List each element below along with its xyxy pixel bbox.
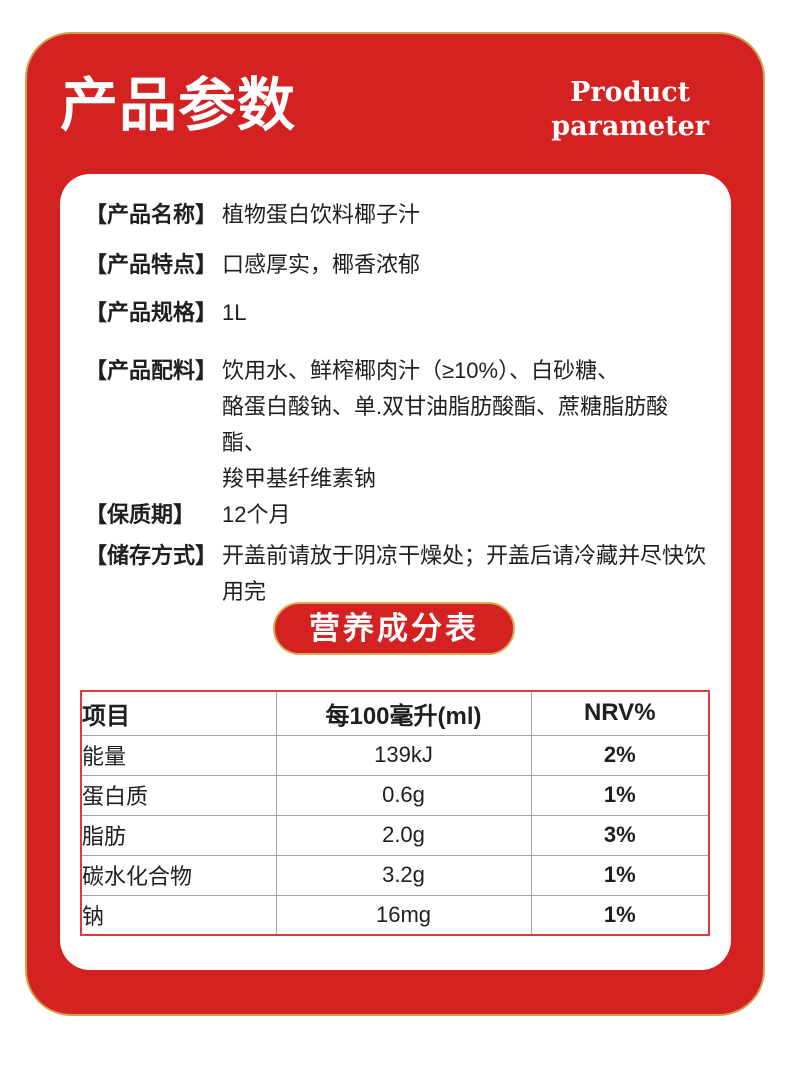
section-title-en: Product parameter — [551, 77, 709, 142]
spec-label: 【储存方式】 — [85, 543, 218, 568]
nutrition-table-header-row: 项目 每100毫升(ml) NRV% — [80, 690, 710, 736]
cell-item: 碳水化合物 — [80, 854, 277, 896]
table-row-protein: 蛋白质 0.6g 1% — [80, 774, 710, 816]
cell-per-100ml: 0.6g — [275, 774, 532, 816]
spec-row-product-spec: 【产品规格】 1L — [85, 295, 710, 331]
nutrition-table: 项目 每100毫升(ml) NRV% 能量 139kJ 2% 蛋白质 — [80, 690, 710, 936]
cell-nrv: 1% — [530, 854, 710, 896]
spec-row-ingredients: 【产品配料】 饮用水、鲜榨椰肉汁（≥10%）、白砂糖、 酪蛋白酸钠、单.双甘油脂… — [85, 353, 710, 497]
spec-value: 口感厚实，椰香浓郁 — [222, 252, 421, 277]
spec-value: 植物蛋白饮料椰子汁 — [222, 202, 421, 227]
section-title-cn: 产品参数 — [60, 71, 297, 139]
spec-label: 【产品名称】 — [85, 202, 218, 227]
cell-nrv: 2% — [530, 734, 710, 776]
spec-list: 【产品名称】 植物蛋白饮料椰子汁 【产品特点】 口感厚实，椰香浓郁 【产品规格】… — [85, 197, 710, 610]
cell-per-100ml: 3.2g — [275, 854, 532, 896]
spec-label: 【产品规格】 — [85, 300, 218, 325]
cell-nrv: 1% — [530, 774, 710, 816]
table-row-carbohydrate: 碳水化合物 3.2g 1% — [80, 854, 710, 896]
spec-label: 【保质期】 — [85, 502, 196, 527]
cell-item: 脂肪 — [80, 814, 277, 856]
cell-nrv: 3% — [530, 814, 710, 856]
spec-label: 【产品配料】 — [85, 358, 218, 383]
cell-per-100ml: 2.0g — [275, 814, 532, 856]
nutrition-facts-badge-label: 营养成分表 — [309, 611, 479, 646]
spec-value: 开盖前请放于阴凉干燥处；开盖后请冷藏并尽快饮 用完 — [222, 543, 707, 604]
spec-row-product-feature: 【产品特点】 口感厚实，椰香浓郁 — [85, 247, 710, 283]
product-parameter-section: 产品参数 Product parameter 【产品名称】 植物蛋白饮料椰子汁 … — [25, 32, 765, 1016]
cell-item: 钠 — [80, 894, 277, 936]
header-per-100ml: 每100毫升(ml) — [275, 690, 532, 736]
spec-row-shelf-life: 【保质期】 12个月 — [85, 497, 710, 533]
spec-value: 12个月 — [222, 502, 291, 527]
spec-label: 【产品特点】 — [85, 252, 218, 277]
cell-per-100ml: 16mg — [275, 894, 532, 936]
product-specs-card: 【产品名称】 植物蛋白饮料椰子汁 【产品特点】 口感厚实，椰香浓郁 【产品规格】… — [60, 174, 731, 970]
table-row-fat: 脂肪 2.0g 3% — [80, 814, 710, 856]
cell-item: 蛋白质 — [80, 774, 277, 816]
header-item: 项目 — [80, 690, 277, 736]
spec-value: 饮用水、鲜榨椰肉汁（≥10%）、白砂糖、 酪蛋白酸钠、单.双甘油脂肪酸酯、蔗糖脂… — [222, 358, 669, 491]
spec-value: 1L — [222, 300, 247, 325]
nutrition-table-container: 项目 每100毫升(ml) NRV% 能量 139kJ 2% 蛋白质 — [80, 690, 710, 936]
cell-nrv: 1% — [530, 894, 710, 936]
header-nrv: NRV% — [530, 690, 710, 736]
table-row-sodium: 钠 16mg 1% — [80, 894, 710, 936]
table-row-energy: 能量 139kJ 2% — [80, 734, 710, 776]
cell-item: 能量 — [80, 734, 277, 776]
spec-row-storage: 【储存方式】 开盖前请放于阴凉干燥处；开盖后请冷藏并尽快饮 用完 — [85, 538, 710, 610]
spec-row-product-name: 【产品名称】 植物蛋白饮料椰子汁 — [85, 197, 710, 233]
nutrition-facts-badge: 营养成分表 — [273, 602, 515, 655]
cell-per-100ml: 139kJ — [275, 734, 532, 776]
